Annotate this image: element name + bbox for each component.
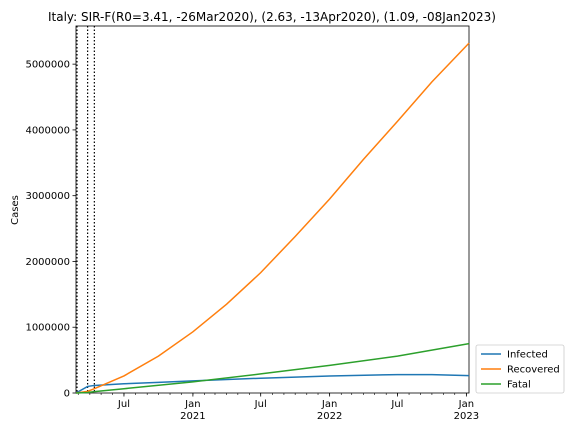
legend: Infected Recovered Fatal	[475, 344, 565, 394]
legend-label-recovered: Recovered	[507, 365, 560, 376]
x-tick-year-label: 2022	[317, 411, 342, 422]
series-line-fatal	[75, 342, 470, 394]
y-tick-label: 4000000	[25, 125, 70, 136]
x-tick-year-label: 2021	[180, 411, 205, 422]
x-tick-label: Jan	[184, 399, 200, 410]
x-tick-label: Jul	[254, 399, 267, 410]
series-line-recovered	[75, 42, 470, 394]
x-tick-label: Jan	[321, 399, 337, 410]
legend-label-infected: Infected	[507, 350, 548, 361]
y-tick-label: 1000000	[25, 323, 70, 334]
y-tick-label: 0	[64, 389, 70, 400]
plot-frame	[75, 25, 470, 394]
y-tick-label: 3000000	[25, 191, 70, 202]
x-tick-label: Jan	[458, 399, 474, 410]
x-tick-year-label: 2023	[454, 411, 479, 422]
y-tick-label: 5000000	[25, 60, 70, 71]
legend-box	[475, 344, 565, 394]
series-line-infected	[75, 373, 470, 394]
chart-title: Italy: SIR-F(R0=3.41, -26Mar2020), (2.63…	[48, 10, 496, 24]
x-tick-label: Jul	[117, 399, 130, 410]
legend-label-fatal: Fatal	[507, 380, 531, 391]
x-tick-label: Jul	[390, 399, 403, 410]
y-axis-label: Cases	[10, 195, 21, 225]
y-tick-label: 2000000	[25, 257, 70, 268]
